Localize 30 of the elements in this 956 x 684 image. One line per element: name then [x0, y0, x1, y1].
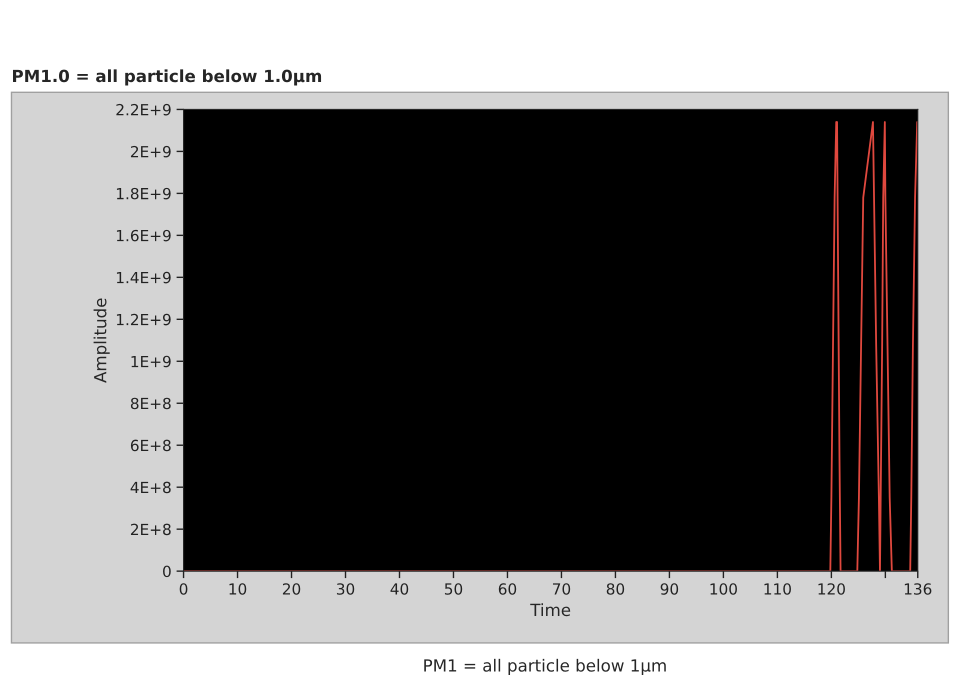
y-tick-label: 0 [163, 566, 171, 578]
x-tick-label: 120 [818, 583, 845, 595]
x-tick-label: 90 [660, 583, 678, 595]
y-tick-label: 1.2E+9 [116, 314, 171, 326]
x-tick-label: 10 [229, 583, 246, 595]
x-tick-label: 0 [180, 583, 188, 595]
y-tick-label: 1.8E+9 [116, 188, 171, 200]
y-axis-title: Amplitude [94, 298, 110, 383]
x-tick-label: 70 [552, 583, 570, 595]
x-tick-label: 60 [498, 583, 516, 595]
x-tick-label: 20 [282, 583, 300, 595]
text: PM1 = all particle below 1µm [424, 658, 666, 675]
x-tick-label: 30 [336, 583, 354, 595]
x-axis-title: Time [530, 603, 570, 616]
x-tick-label: 80 [606, 583, 624, 595]
y-tick-label: 1E+9 [132, 356, 171, 368]
x-tick-label: 100 [710, 583, 737, 595]
y-tick-label: 6E+8 [130, 440, 171, 452]
y-tick-label: 1.6E+9 [116, 230, 171, 242]
x-tick-label: 40 [390, 583, 408, 595]
x-tick-label: 50 [444, 583, 462, 595]
y-tick-label: 4E+8 [130, 482, 171, 494]
x-tick-label: 110 [764, 583, 791, 595]
chart-title: PM1.0 = all particle below 1.0µm [13, 69, 322, 86]
y-tick-label: 1.4E+9 [116, 272, 171, 284]
y-tick-label: 8E+8 [130, 398, 171, 410]
x-tick-label: 136 [904, 583, 932, 595]
y-tick-label: 2E+9 [130, 146, 171, 158]
y-tick-label: 2.2E+9 [116, 104, 171, 116]
y-tick-label: 2E+8 [130, 524, 171, 536]
